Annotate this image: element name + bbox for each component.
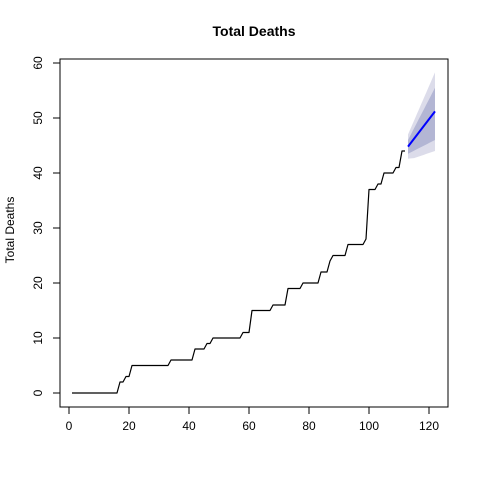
x-tick-label: 0 <box>66 419 73 433</box>
data-lines <box>72 110 436 394</box>
x-tick-label: 100 <box>359 419 379 433</box>
plot-frame <box>59 58 449 408</box>
x-tick-label: 40 <box>182 419 196 433</box>
y-tick-label: 0 <box>31 389 45 396</box>
y-tick-label: 20 <box>31 276 45 290</box>
y-tick-label: 30 <box>31 221 45 235</box>
y-tick-label: 10 <box>31 331 45 345</box>
forecast-line <box>407 110 436 148</box>
y-axis-title: Total Deaths <box>3 197 17 264</box>
y-tick-label: 50 <box>31 111 45 125</box>
y-tick-label: 40 <box>31 166 45 180</box>
x-tick-label: 120 <box>419 419 439 433</box>
observed-step-line <box>72 150 405 394</box>
y-tick-label: 60 <box>31 56 45 70</box>
x-tick-label: 80 <box>302 419 316 433</box>
axes: 0 20 40 60 80 100 120 0 10 20 30 40 50 60 <box>31 56 439 433</box>
chart-title: Total Deaths <box>213 23 296 39</box>
x-tick-label: 60 <box>242 419 256 433</box>
x-tick-label: 20 <box>122 419 136 433</box>
